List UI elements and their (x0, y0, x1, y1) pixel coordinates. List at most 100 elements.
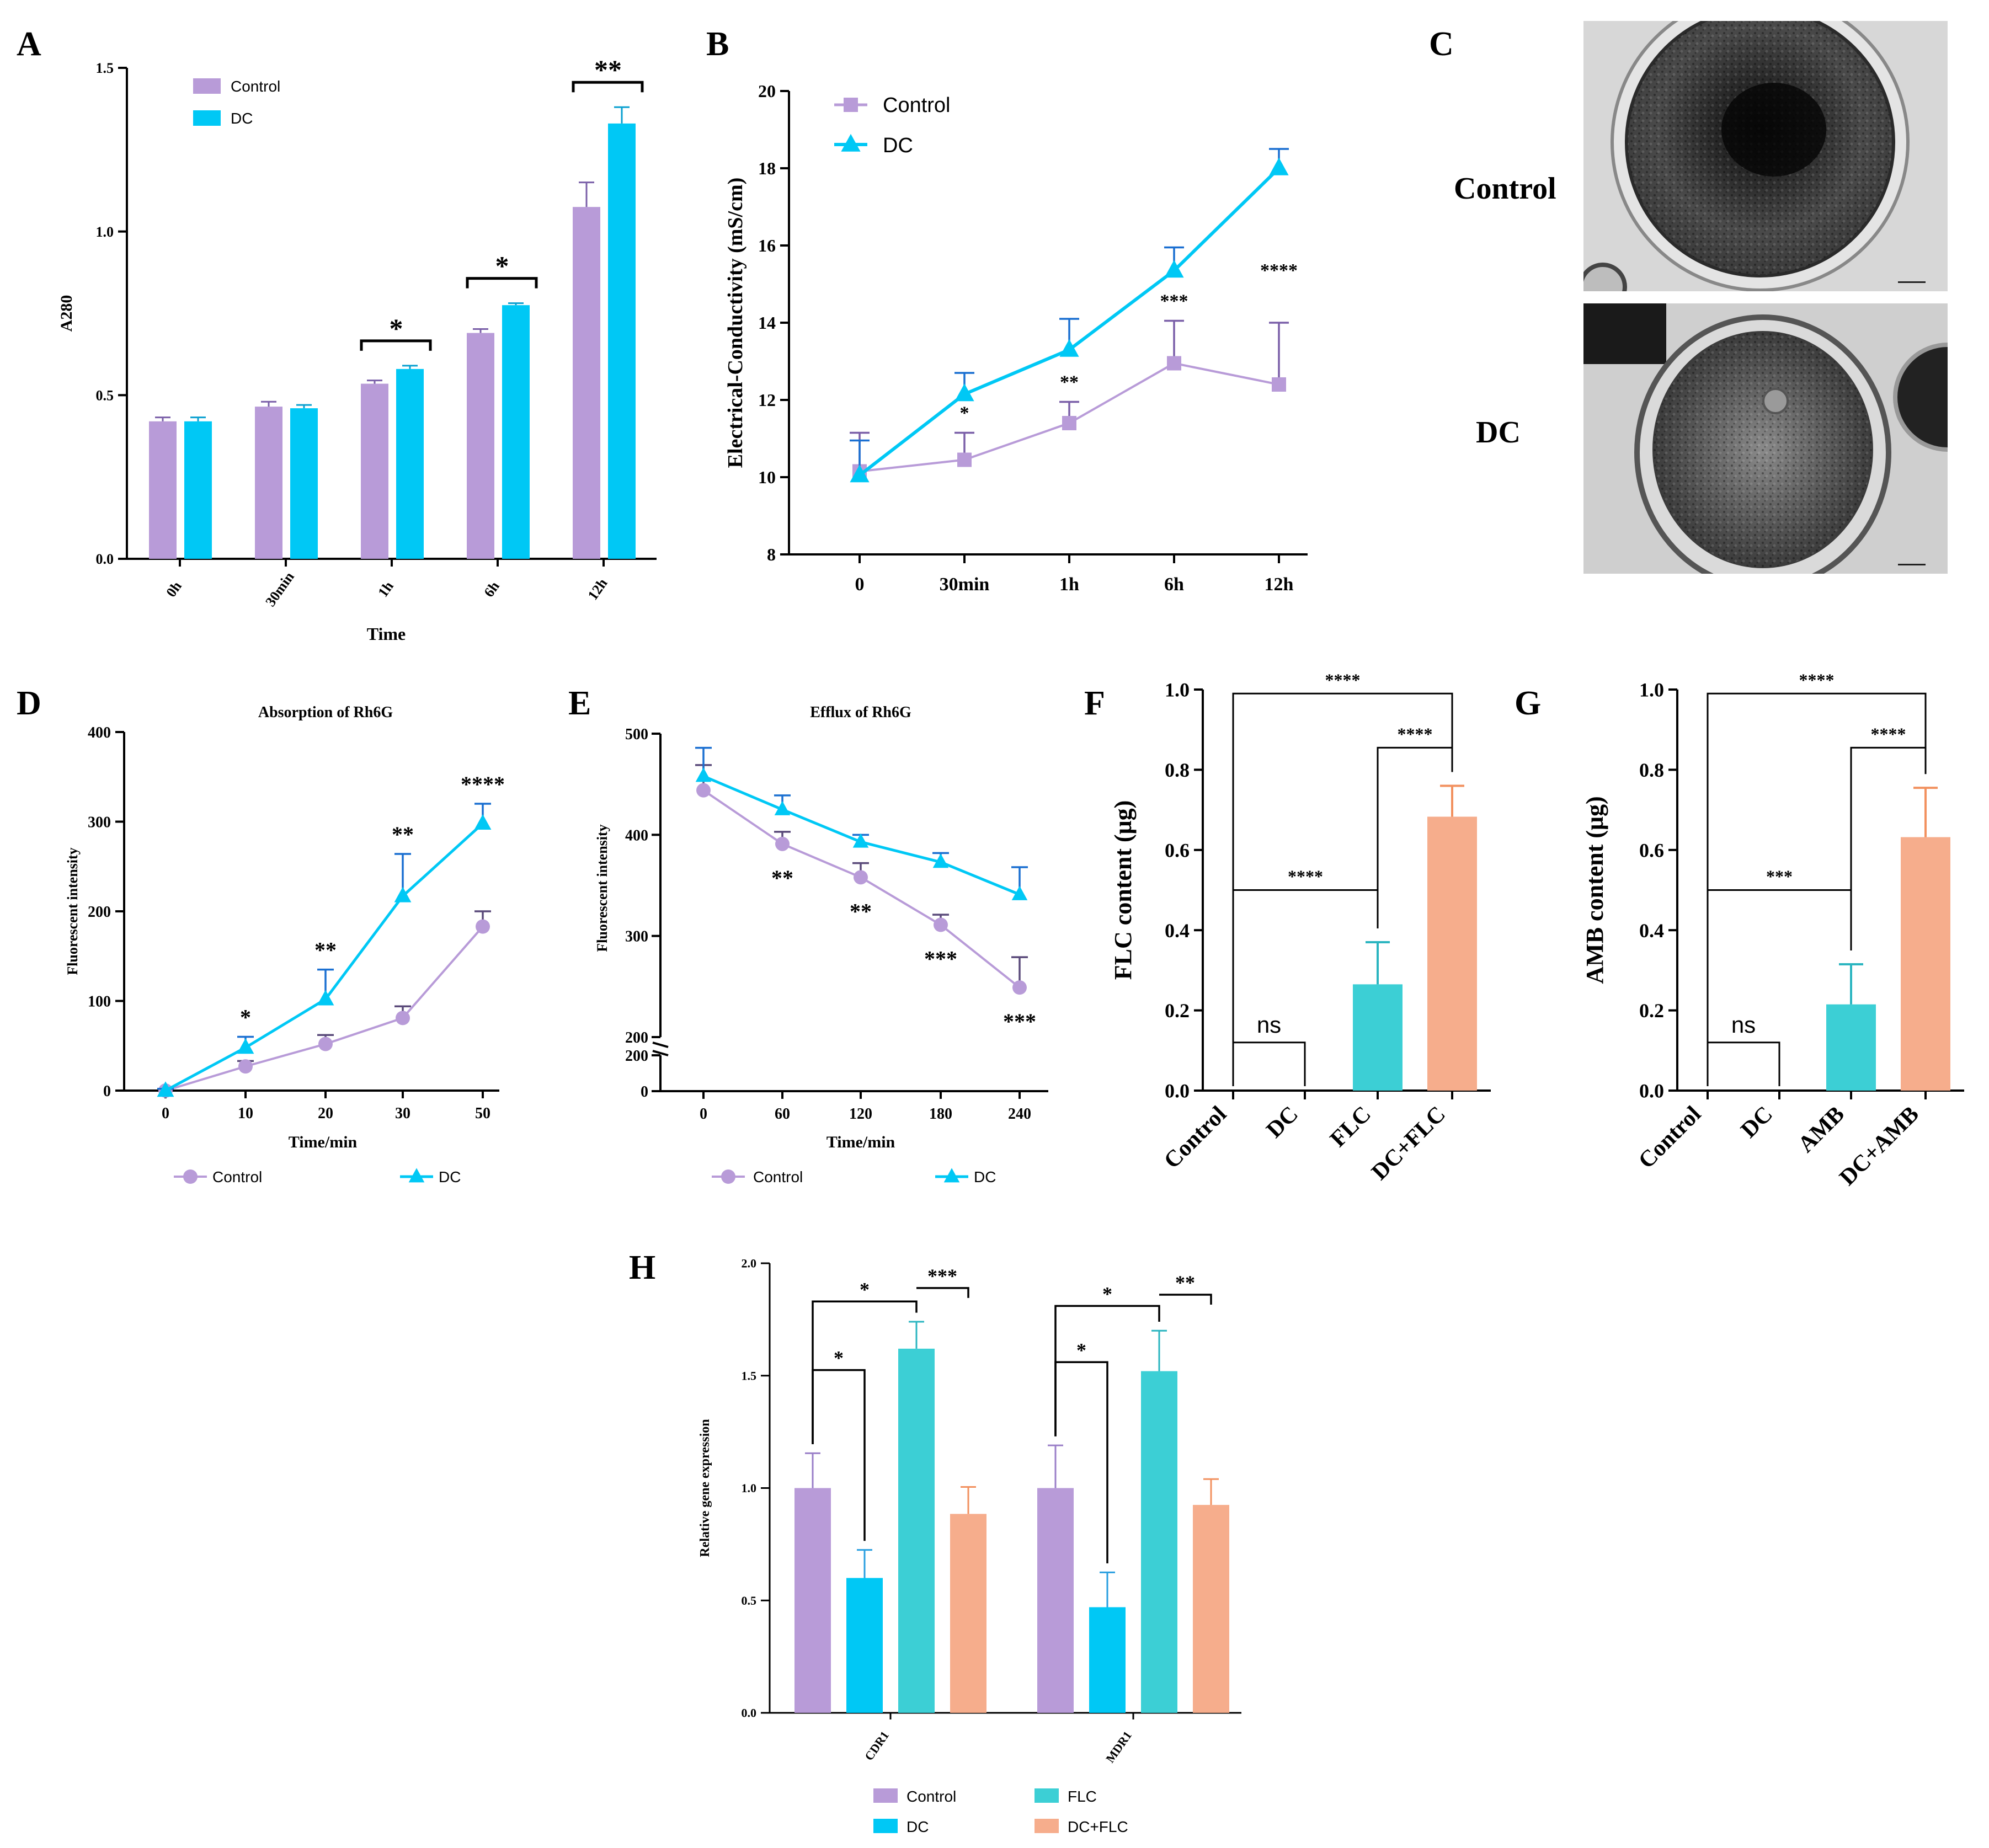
y-axis-title: AMB content (μg) (1581, 796, 1608, 984)
data-point (237, 1038, 254, 1054)
significance-bracket (1232, 692, 1453, 1069)
significance-bracket (360, 339, 432, 351)
significance-label: *** (1003, 1009, 1036, 1034)
bar (396, 368, 424, 559)
y-tick-label: 0.2 (1639, 1000, 1664, 1022)
significance-label: *** (1160, 291, 1188, 312)
significance-bracket (1707, 1041, 1780, 1086)
x-tick-label: 0 (700, 1105, 707, 1123)
significance-label: **** (461, 772, 505, 797)
x-tick-label: 0 (162, 1105, 169, 1122)
y-axis-title: Relative gene expression (698, 1419, 712, 1557)
y-tick-label: 2.0 (742, 1257, 757, 1270)
significance-bracket (572, 81, 644, 93)
data-point (396, 1011, 410, 1026)
chart-e: 200 300 400 500 0 200 Fluorescent intensity Eff… (594, 704, 1048, 1185)
bar (846, 1578, 883, 1713)
x-tick-label: 6h (1164, 574, 1184, 595)
x-tick-label: 30min (940, 574, 990, 595)
bar (898, 1348, 935, 1713)
significance-label: **** (1398, 724, 1433, 744)
chart-b: 8 10 12 14 16 18 20 Electrical-Conductivity (mS… (724, 81, 1308, 595)
panel-label-g: G (1515, 685, 1541, 722)
y-tick-label: 0.6 (1639, 839, 1664, 861)
data-point (1167, 356, 1181, 371)
bar (184, 421, 212, 559)
legend-label-control: Control (883, 94, 951, 117)
data-point (1059, 339, 1079, 357)
x-tick-label: 240 (1008, 1105, 1031, 1123)
legend-swatch-control (193, 78, 221, 94)
bar (573, 207, 600, 559)
legend-label-dc: DC (883, 134, 913, 157)
y-tick-label: 10 (758, 467, 776, 487)
x-tick-label: 30min (262, 569, 297, 610)
y-tick-label: 0.5 (96, 387, 114, 403)
bar (1037, 1488, 1074, 1713)
y-tick-label: 400 (88, 724, 111, 741)
x-tick-label: CDR1 (862, 1729, 892, 1763)
x-tick-label: 60 (775, 1105, 790, 1123)
significance-label: * (1102, 1283, 1112, 1305)
data-point (934, 917, 948, 932)
micrograph-label-dc: DC (1476, 415, 1521, 450)
data-point (774, 800, 791, 815)
y-tick-label: 0.5 (742, 1594, 757, 1607)
legend-label-control: Control (231, 78, 280, 95)
x-tick-label: 12h (585, 575, 611, 603)
significance-label: * (495, 250, 509, 281)
panel-label-e: E (568, 685, 591, 722)
significance-label: **** (1799, 670, 1835, 690)
legend-swatch-dc (193, 110, 221, 126)
x-tick-label: 180 (929, 1105, 952, 1123)
legend-swatch (873, 1788, 898, 1803)
panel-label-h: H (629, 1249, 655, 1286)
data-point (695, 767, 712, 782)
x-tick-label: DC+AMB (1835, 1102, 1924, 1191)
data-point (318, 1037, 333, 1051)
y-tick-label: 16 (758, 236, 776, 255)
panel-label-c: C (1429, 25, 1454, 63)
legend-label-control: Control (753, 1168, 803, 1185)
x-tick-label: MDR1 (1103, 1729, 1134, 1765)
bar (149, 421, 177, 559)
y-tick-label: 200 (625, 1029, 648, 1046)
legend-marker-control (721, 1169, 735, 1184)
x-axis-title: Time (367, 624, 406, 644)
data-point (394, 886, 412, 902)
x-tick-label: 0 (855, 574, 865, 595)
y-tick-label: 0.0 (1639, 1080, 1664, 1102)
x-tick-label: DC (1262, 1102, 1303, 1143)
bar (467, 333, 494, 559)
significance-label: *** (927, 1265, 957, 1287)
micrograph-control (1583, 21, 1948, 291)
x-tick-label: 50 (475, 1105, 490, 1122)
data-point (474, 814, 492, 830)
y-tick-label: 0.8 (1165, 759, 1190, 781)
bar (1826, 1004, 1876, 1091)
y-tick-label: 0.6 (1165, 839, 1190, 861)
significance-bracket (916, 1287, 969, 1298)
significance-label: ** (1060, 372, 1079, 393)
data-point (476, 919, 490, 934)
legend-label: DC+FLC (1068, 1818, 1128, 1835)
significance-label: * (960, 403, 969, 424)
data-point (854, 870, 868, 885)
x-tick-label: Control (1634, 1102, 1706, 1174)
significance-label: * (834, 1347, 844, 1369)
y-tick-label: 1.0 (1165, 679, 1190, 701)
y-tick-label: 300 (625, 928, 648, 946)
y-tick-label: 0.4 (1165, 920, 1190, 942)
significance-label: ** (314, 938, 337, 963)
y-tick-label: 400 (625, 827, 648, 844)
x-tick-label: 6h (481, 578, 503, 600)
significance-label: * (240, 1005, 251, 1030)
x-tick-label: DC (1736, 1102, 1778, 1143)
x-tick-label: DC+FLC (1367, 1102, 1451, 1185)
data-point (1011, 885, 1028, 900)
x-tick-label: AMB (1793, 1102, 1849, 1158)
legend-label: DC (906, 1818, 929, 1835)
